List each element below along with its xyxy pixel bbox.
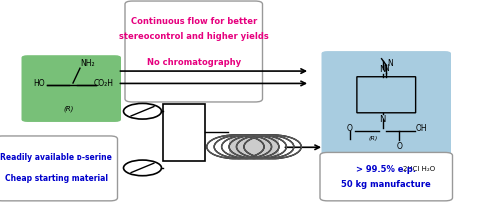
FancyBboxPatch shape xyxy=(0,136,118,201)
Text: stereocontrol and higher yields: stereocontrol and higher yields xyxy=(119,32,268,41)
Text: Readily available ᴅ-serine: Readily available ᴅ-serine xyxy=(0,153,112,162)
FancyBboxPatch shape xyxy=(22,55,121,122)
Text: N: N xyxy=(380,115,386,124)
FancyBboxPatch shape xyxy=(322,51,451,185)
Text: Continuous flow for better: Continuous flow for better xyxy=(130,17,257,26)
Text: N: N xyxy=(380,64,386,74)
FancyBboxPatch shape xyxy=(125,1,262,102)
Text: No chromatography: No chromatography xyxy=(146,58,241,67)
Text: O: O xyxy=(347,124,353,133)
FancyBboxPatch shape xyxy=(320,152,452,201)
FancyBboxPatch shape xyxy=(228,134,279,160)
Text: (R): (R) xyxy=(64,105,74,112)
Text: (R): (R) xyxy=(368,136,378,141)
Text: N: N xyxy=(388,59,393,68)
Text: OH: OH xyxy=(416,124,427,133)
Text: > 99.5% e.p.: > 99.5% e.p. xyxy=(356,165,416,173)
Text: 2HCl H₂O: 2HCl H₂O xyxy=(404,166,436,172)
Text: CO₂H: CO₂H xyxy=(93,78,113,88)
Text: N: N xyxy=(384,64,389,73)
Text: O: O xyxy=(396,142,402,151)
Text: 50 kg manufacture: 50 kg manufacture xyxy=(342,180,431,189)
FancyBboxPatch shape xyxy=(162,104,205,161)
Text: NH₂: NH₂ xyxy=(80,59,94,68)
Text: Cheap starting material: Cheap starting material xyxy=(5,174,108,184)
Text: HO: HO xyxy=(34,78,45,88)
